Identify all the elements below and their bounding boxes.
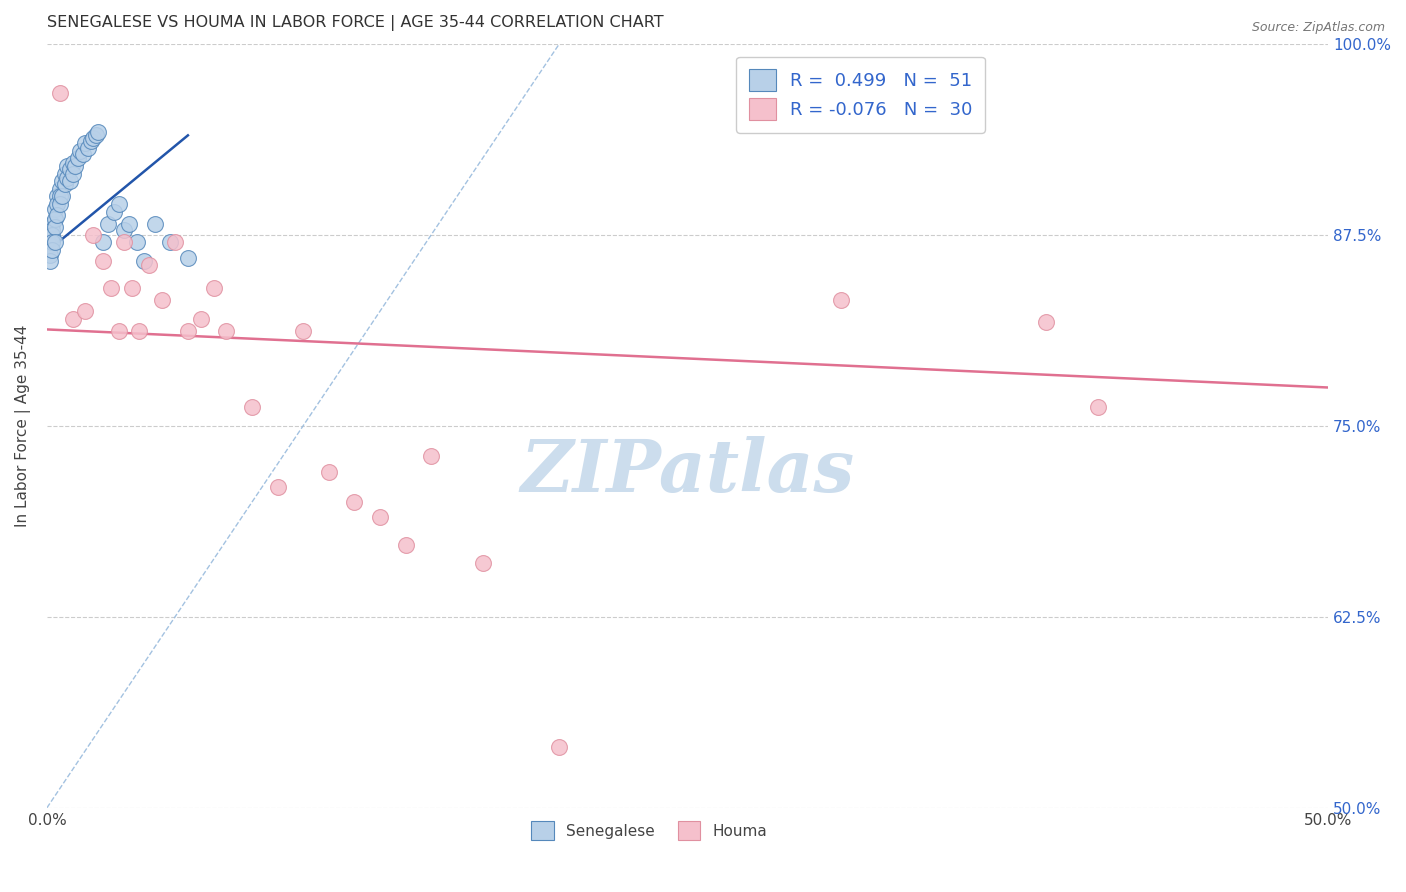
Point — [1087, 401, 1109, 415]
Point — [79, 135, 101, 149]
Point — [38, 238, 60, 252]
Point — [125, 235, 148, 250]
Point — [240, 401, 263, 415]
Point — [143, 217, 166, 231]
Point — [87, 125, 110, 139]
Point — [215, 324, 238, 338]
Point — [93, 235, 115, 250]
Legend: Senegalese, Houma: Senegalese, Houma — [524, 815, 773, 846]
Point — [395, 538, 418, 552]
Point — [177, 324, 200, 338]
Point — [38, 232, 60, 246]
Point — [72, 146, 94, 161]
Point — [177, 251, 200, 265]
Point — [159, 235, 181, 250]
Point — [44, 235, 66, 250]
Point — [121, 281, 143, 295]
Point — [51, 189, 73, 203]
Point — [75, 136, 97, 150]
Point — [420, 450, 443, 464]
Point — [165, 235, 187, 250]
Point — [63, 159, 86, 173]
Point — [190, 311, 212, 326]
Point — [292, 324, 315, 338]
Point — [266, 480, 288, 494]
Point — [1035, 315, 1057, 329]
Text: SENEGALESE VS HOUMA IN LABOR FORCE | AGE 35-44 CORRELATION CHART: SENEGALESE VS HOUMA IN LABOR FORCE | AGE… — [46, 15, 664, 31]
Point — [548, 739, 571, 754]
Point — [53, 167, 76, 181]
Point — [41, 227, 63, 242]
Point — [112, 235, 135, 250]
Point — [56, 171, 79, 186]
Point — [44, 220, 66, 235]
Point — [118, 217, 141, 231]
Point — [49, 86, 72, 100]
Point — [75, 304, 97, 318]
Point — [69, 144, 91, 158]
Point — [38, 253, 60, 268]
Point — [53, 178, 76, 192]
Point — [46, 189, 69, 203]
Point — [830, 293, 852, 308]
Point — [82, 227, 104, 242]
Point — [59, 161, 82, 176]
Point — [41, 217, 63, 231]
Point — [150, 293, 173, 308]
Point — [49, 197, 72, 211]
Point — [44, 202, 66, 216]
Point — [103, 204, 125, 219]
Point — [93, 253, 115, 268]
Point — [134, 253, 156, 268]
Point — [41, 243, 63, 257]
Point — [100, 281, 122, 295]
Point — [62, 156, 84, 170]
Point — [318, 465, 340, 479]
Point — [202, 281, 225, 295]
Point — [112, 223, 135, 237]
Point — [128, 324, 150, 338]
Point — [66, 151, 89, 165]
Point — [44, 212, 66, 227]
Point — [49, 182, 72, 196]
Point — [84, 128, 107, 143]
Point — [41, 223, 63, 237]
Text: Source: ZipAtlas.com: Source: ZipAtlas.com — [1251, 21, 1385, 34]
Point — [49, 189, 72, 203]
Point — [97, 217, 120, 231]
Point — [62, 311, 84, 326]
Point — [368, 510, 391, 524]
Point — [77, 140, 100, 154]
Point — [38, 247, 60, 261]
Point — [107, 197, 129, 211]
Point — [41, 235, 63, 250]
Point — [46, 208, 69, 222]
Point — [82, 131, 104, 145]
Point — [138, 258, 160, 272]
Point — [343, 495, 366, 509]
Point — [46, 197, 69, 211]
Point — [62, 167, 84, 181]
Text: ZIPatlas: ZIPatlas — [520, 436, 855, 507]
Point — [59, 174, 82, 188]
Point — [56, 159, 79, 173]
Point — [471, 556, 494, 570]
Y-axis label: In Labor Force | Age 35-44: In Labor Force | Age 35-44 — [15, 325, 31, 527]
Point — [38, 223, 60, 237]
Point — [51, 174, 73, 188]
Point — [107, 324, 129, 338]
